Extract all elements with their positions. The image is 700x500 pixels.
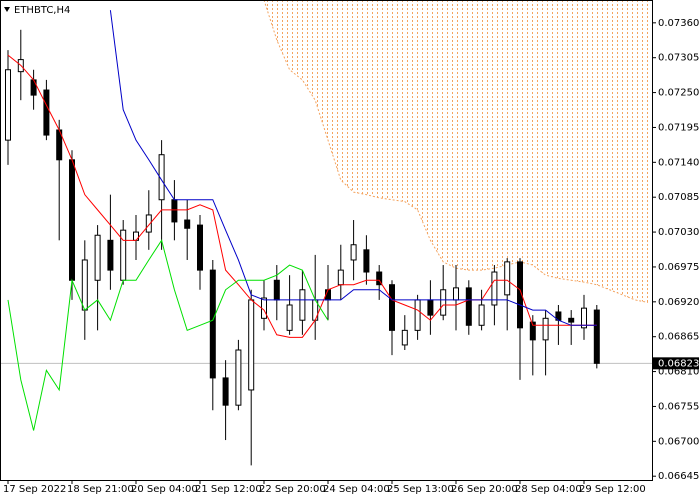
x-tick-label: 24 Sep 04:00 <box>323 484 390 495</box>
plot-border <box>0 0 653 481</box>
candle-body <box>222 377 229 406</box>
y-tick-label: 0.07030 <box>658 227 699 238</box>
candle-body <box>209 269 216 379</box>
chart-title: ETHBTC,H4 <box>14 5 70 16</box>
y-tick-label: 0.06645 <box>658 471 699 482</box>
candle-body <box>337 269 344 286</box>
x-tick-label: 25 Sep 13:00 <box>387 484 454 495</box>
candle-body <box>529 321 536 341</box>
y-tick-label: 0.06865 <box>658 332 699 343</box>
indicator-line <box>263 0 649 303</box>
candle-body <box>30 79 37 96</box>
candle-body <box>414 299 421 331</box>
candle-body <box>197 224 203 271</box>
candle-body <box>69 159 75 281</box>
indicator-line <box>7 54 597 338</box>
cloud <box>264 0 648 303</box>
candle-body <box>376 271 383 286</box>
candle-body <box>440 289 447 316</box>
candle-body <box>43 89 50 136</box>
y-tick-label: 0.07140 <box>658 157 699 168</box>
candle-body <box>81 259 88 311</box>
y-tick-label: 0.07085 <box>658 192 699 203</box>
candle-body <box>517 261 523 329</box>
candle-body <box>401 329 408 346</box>
candle-body <box>491 271 498 306</box>
y-tick-label: 0.07195 <box>658 122 699 133</box>
candle-body <box>568 317 575 323</box>
candle-body <box>235 349 242 406</box>
indicator-line <box>109 10 597 326</box>
y-tick-label: 0.06700 <box>658 436 699 447</box>
x-tick-label: 21 Sep 12:00 <box>195 484 262 495</box>
candle-body <box>171 199 178 223</box>
y-tick-label: 0.07250 <box>658 88 699 99</box>
y-tick-label: 0.07360 <box>658 18 699 29</box>
x-tick-label: 28 Sep 04:00 <box>515 484 582 495</box>
x-tick-label: 20 Sep 04:00 <box>131 484 198 495</box>
candle-body <box>465 287 472 326</box>
y-tick-label: 0.06810 <box>658 367 699 378</box>
plot-area <box>0 0 652 466</box>
x-tick-label: 17 Sep 2022 <box>3 484 66 495</box>
candle-body <box>389 284 395 331</box>
candle-body <box>5 69 11 141</box>
candle-body <box>453 287 459 301</box>
candle-body <box>133 231 139 241</box>
candle-body <box>363 249 370 273</box>
x-tick-label: 29 Sep 12:00 <box>579 484 646 495</box>
price-label-box <box>653 357 699 370</box>
candle-body <box>107 239 114 271</box>
candle-body <box>158 154 165 201</box>
candle-body <box>427 299 434 316</box>
candle-body <box>248 299 255 391</box>
indicator-line <box>7 239 329 431</box>
x-tick-label: 26 Sep 20:00 <box>451 484 518 495</box>
candle-body <box>299 289 306 321</box>
candle-body <box>94 234 101 281</box>
candle-body <box>145 214 152 233</box>
candle-body <box>593 309 600 364</box>
x-tick-label: 18 Sep 21:00 <box>67 484 134 495</box>
price-label: 0.06823 <box>658 358 699 369</box>
y-tick-label: 0.06920 <box>658 297 699 308</box>
candle-body <box>184 219 191 229</box>
candle-body <box>504 261 511 296</box>
x-tick-label: 22 Sep 20:00 <box>259 484 326 495</box>
y-tick-label: 0.06975 <box>658 262 699 273</box>
y-tick-label: 0.07305 <box>658 53 699 64</box>
candle-body <box>542 317 549 341</box>
candle-body <box>273 279 280 301</box>
candle-body <box>478 304 485 326</box>
candle-body <box>350 244 357 261</box>
candle-body <box>581 307 587 329</box>
y-tick-label: 0.06755 <box>658 401 699 412</box>
candle-body <box>286 304 293 331</box>
symbol-icon <box>4 7 10 12</box>
